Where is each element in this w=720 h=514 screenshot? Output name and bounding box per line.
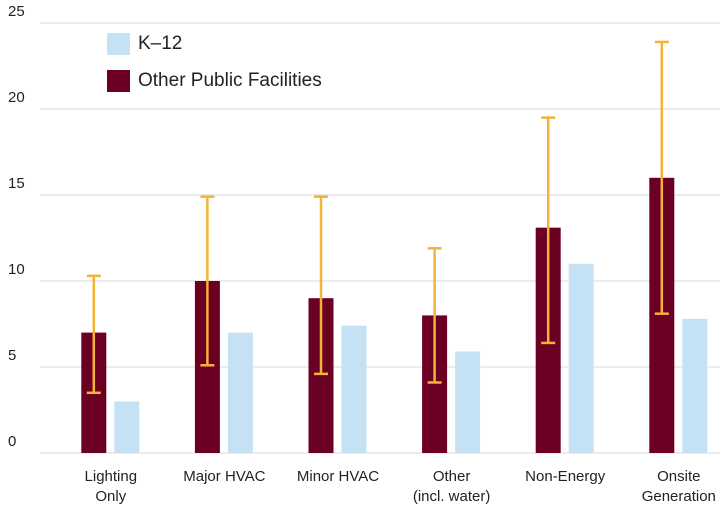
y-tick-label: 0 xyxy=(8,433,16,450)
x-tick-label: Non-Energy xyxy=(525,468,606,485)
y-tick-label: 10 xyxy=(8,261,25,278)
x-tick-label: Onsite xyxy=(657,468,700,485)
error-bar xyxy=(86,274,101,395)
legend-label: Other Public Facilities xyxy=(138,70,322,91)
error-bar xyxy=(200,195,215,367)
legend-swatch xyxy=(107,70,130,92)
x-tick-label: Minor HVAC xyxy=(297,468,379,485)
error-bar xyxy=(654,40,669,315)
y-tick-label: 5 xyxy=(8,347,16,364)
bar xyxy=(341,325,367,453)
bar xyxy=(682,318,708,453)
y-tick-label: 20 xyxy=(8,89,25,106)
x-tick-label: Only xyxy=(95,488,126,505)
y-tick-label: 15 xyxy=(8,175,25,192)
x-tick-label: Major HVAC xyxy=(183,468,265,485)
x-tick-label: (incl. water) xyxy=(413,488,491,505)
legend-swatch xyxy=(107,33,130,55)
bar xyxy=(568,263,594,453)
error-bar xyxy=(541,116,556,345)
bar xyxy=(227,332,253,453)
bar xyxy=(114,401,140,453)
y-tick-label: 25 xyxy=(8,3,25,20)
x-tick-label: Lighting xyxy=(85,468,138,485)
bar xyxy=(455,351,481,453)
x-tick-label: Generation xyxy=(642,488,716,505)
legend-label: K–12 xyxy=(138,33,182,54)
error-bar xyxy=(314,195,328,376)
x-tick-label: Other xyxy=(433,468,471,485)
error-bar xyxy=(427,247,442,384)
